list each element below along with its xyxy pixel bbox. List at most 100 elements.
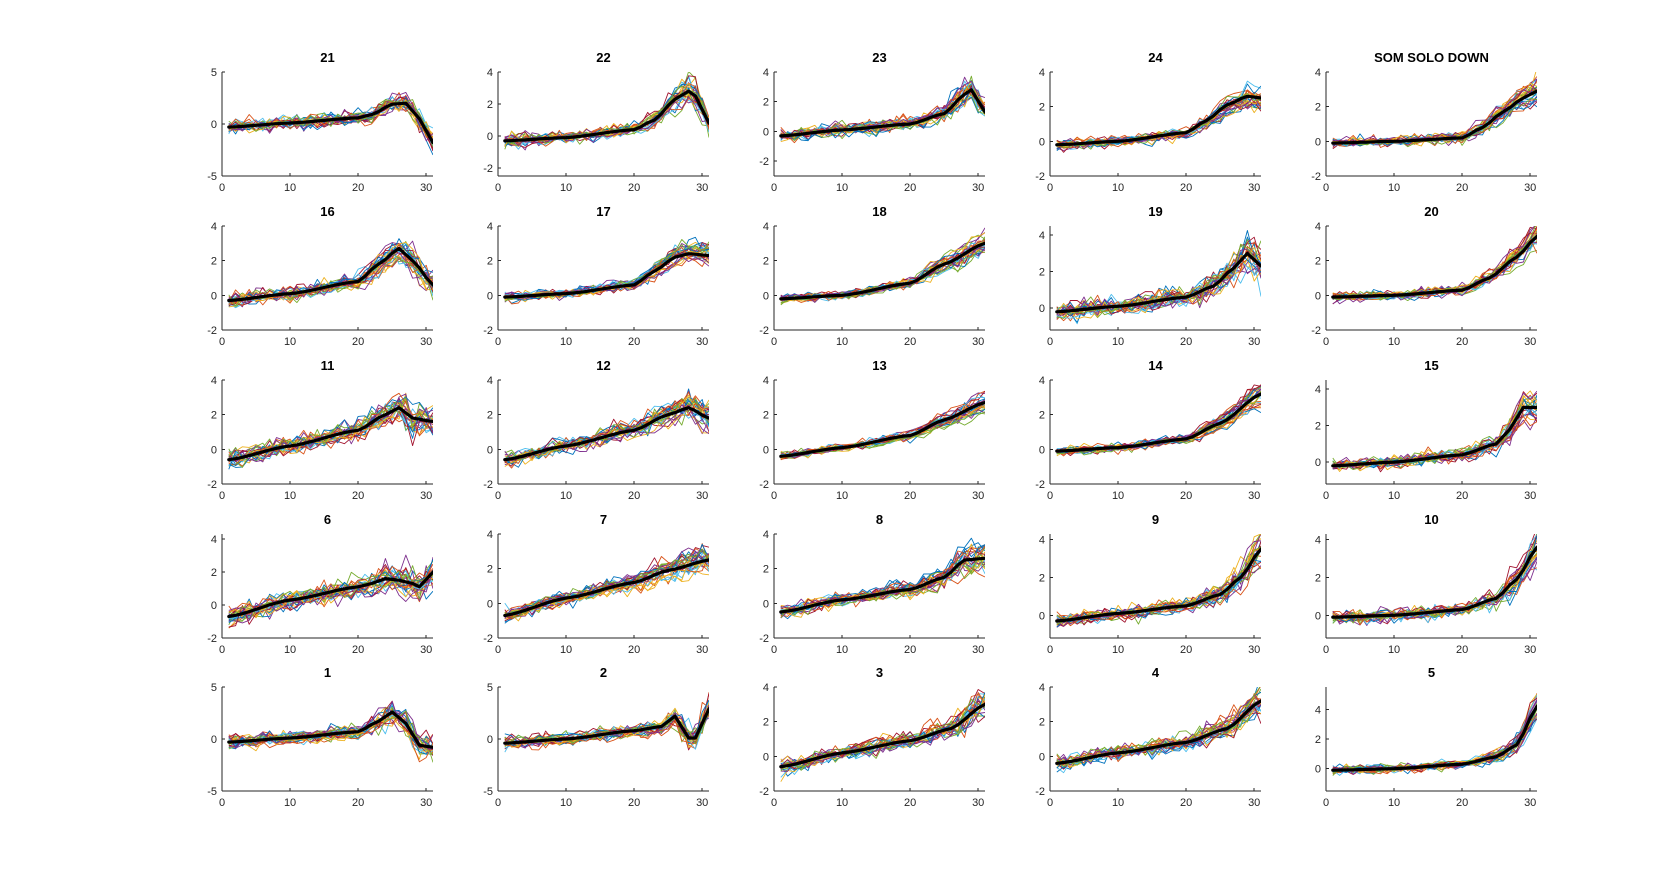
trace-line	[504, 548, 709, 618]
y-tick-label: 2	[211, 410, 217, 422]
trace-group	[503, 236, 709, 305]
mean-line	[503, 406, 709, 462]
panel-title: 22	[596, 50, 610, 65]
y-tick-label: 4	[211, 534, 217, 546]
y-tick-label: 2	[763, 564, 769, 576]
x-tick-label: 20	[1456, 336, 1468, 348]
y-tick-label: 4	[1039, 375, 1045, 387]
trace-line	[504, 85, 709, 145]
y-tick-label: 4	[211, 375, 217, 387]
x-tick-label: 10	[836, 644, 848, 656]
trace-line	[780, 712, 985, 769]
trace-line	[1332, 97, 1537, 148]
y-tick-label: 4	[211, 221, 217, 233]
mean-line	[227, 406, 433, 462]
y-tick-label: 2	[487, 410, 493, 422]
x-tick-label: 0	[219, 797, 225, 809]
trace-line	[780, 399, 985, 458]
trace-group	[1055, 687, 1261, 774]
y-tick-label: 0	[1039, 136, 1045, 148]
y-tick-label: 0	[1315, 290, 1321, 302]
x-tick-label: 30	[1524, 797, 1536, 809]
y-tick-label: -2	[207, 633, 217, 645]
trace-group	[1055, 230, 1261, 325]
y-tick-label: 0	[763, 751, 769, 763]
trace-line	[780, 240, 985, 301]
trace-line	[504, 552, 709, 616]
x-tick-label: 20	[628, 490, 640, 502]
trace-line	[1056, 540, 1261, 627]
mean-line	[1055, 699, 1261, 765]
trace-line	[1332, 535, 1537, 619]
mean-line	[503, 89, 709, 143]
y-tick-label: -2	[759, 325, 769, 337]
x-tick-label: 10	[284, 490, 296, 502]
panel-title: 14	[1148, 358, 1163, 373]
trace-line	[780, 244, 985, 301]
trace-line	[1056, 701, 1261, 765]
x-tick-label: 20	[352, 182, 364, 194]
trace-group	[503, 692, 709, 753]
y-tick-label: 0	[487, 734, 493, 746]
trace-line	[780, 698, 985, 767]
mean-line	[779, 556, 985, 614]
mean-line	[779, 702, 985, 769]
panel-title: 17	[596, 204, 610, 219]
trace-group	[227, 392, 433, 470]
trace-line	[228, 98, 433, 143]
x-tick-label: 10	[1112, 797, 1124, 809]
x-tick-label: 0	[219, 182, 225, 194]
mean-line	[1331, 545, 1537, 619]
trace-line	[780, 390, 985, 459]
y-tick-label: 5	[211, 682, 217, 694]
mean-line	[779, 400, 985, 458]
trace-line	[1332, 535, 1537, 621]
x-tick-label: 30	[1248, 336, 1260, 348]
trace-line	[1332, 534, 1537, 624]
trace-line	[504, 96, 709, 146]
panel-21: 210 10 20 30-505	[207, 50, 433, 194]
y-tick-label: 2	[1039, 267, 1045, 279]
x-tick-label: 30	[1248, 797, 1260, 809]
y-tick-label: -5	[207, 786, 217, 798]
x-tick-label: 10	[836, 490, 848, 502]
trace-group	[503, 543, 709, 624]
y-tick-label: 0	[487, 598, 493, 610]
y-tick-label: 0	[1315, 136, 1321, 148]
y-tick-label: 0	[211, 290, 217, 302]
trace-line	[1332, 699, 1537, 772]
y-tick-label: 0	[211, 734, 217, 746]
panel-title: 19	[1148, 204, 1162, 219]
x-tick-label: 30	[1248, 490, 1260, 502]
trace-line	[780, 555, 985, 619]
trace-group	[1331, 390, 1537, 473]
y-tick-label: 0	[763, 126, 769, 138]
panel-2: 20 10 20 30-505	[483, 665, 709, 809]
x-tick-label: 20	[1180, 490, 1192, 502]
panel-title: SOM SOLO DOWN	[1374, 50, 1489, 65]
x-tick-label: 20	[1456, 644, 1468, 656]
trace-line	[1332, 87, 1537, 147]
x-tick-label: 10	[1388, 644, 1400, 656]
x-tick-label: 30	[696, 797, 708, 809]
y-tick-label: 2	[1315, 572, 1321, 584]
x-tick-label: 20	[1456, 182, 1468, 194]
panel-9: 9 0 10 20 30 0 2 4	[1039, 512, 1261, 656]
y-tick-label: 4	[1039, 535, 1045, 547]
trace-group	[503, 72, 709, 151]
x-tick-label: 10	[1112, 644, 1124, 656]
panel-1: 10 10 20 30-505	[207, 665, 433, 809]
trace-line	[1056, 704, 1261, 766]
trace-line	[780, 391, 985, 460]
y-tick-label: -2	[483, 633, 493, 645]
trace-line	[780, 549, 985, 615]
trace-group	[1331, 72, 1537, 150]
trace-group	[779, 689, 985, 782]
x-tick-label: 30	[1524, 182, 1536, 194]
y-tick-label: 0	[211, 600, 217, 612]
x-tick-label: 30	[420, 182, 432, 194]
x-tick-label: 0	[1323, 490, 1329, 502]
x-tick-label: 10	[560, 336, 572, 348]
